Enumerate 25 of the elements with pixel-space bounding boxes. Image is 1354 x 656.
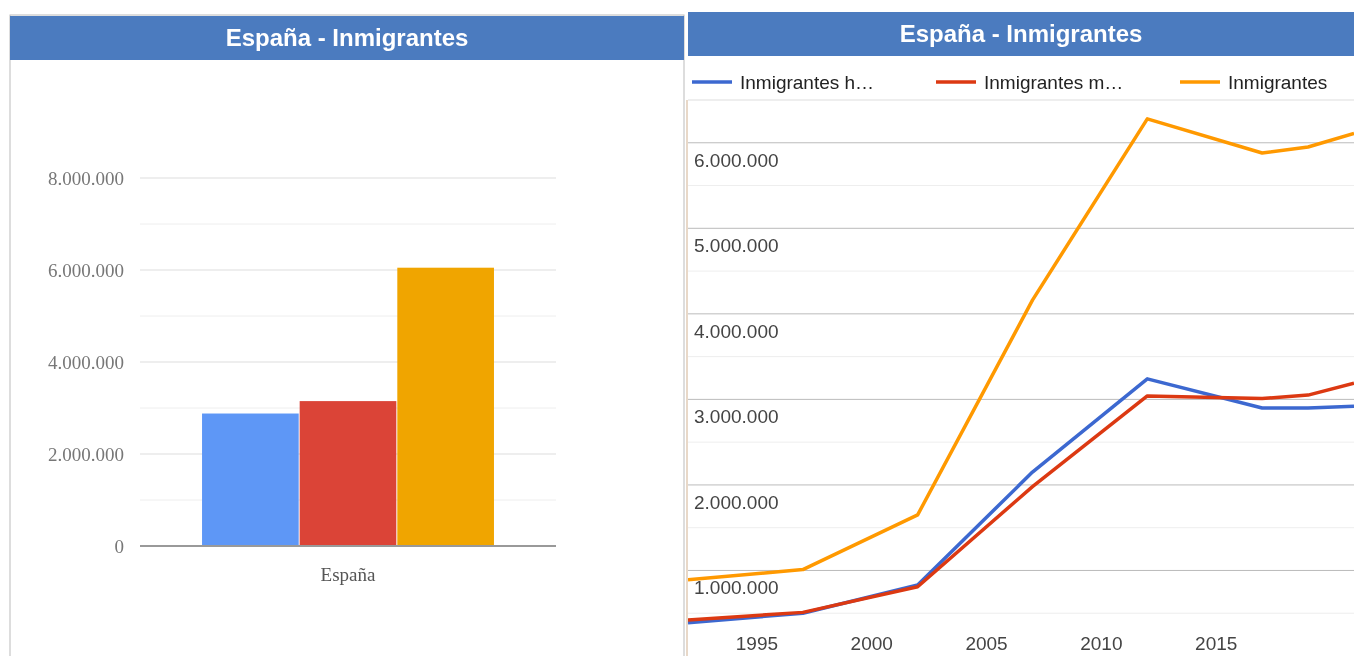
- y-tick-label: 8.000.000: [48, 168, 124, 189]
- y-tick-label: 3.000.000: [694, 406, 779, 428]
- y-tick-label: 6.000.000: [48, 260, 124, 281]
- chart-title: España - Inmigrantes: [225, 24, 469, 51]
- y-tick-label: 0: [114, 536, 124, 557]
- legend-label: Inmigrantes m…: [984, 72, 1124, 93]
- x-tick-label: 2000: [850, 633, 893, 654]
- y-tick-label: 1.000.000: [694, 577, 779, 599]
- x-tick-label: 1995: [735, 633, 779, 654]
- y-tick-label: 2.000.000: [48, 444, 124, 465]
- x-tick-label: 2010: [1080, 633, 1123, 654]
- y-tick-label: 5.000.000: [694, 235, 779, 257]
- legend-label: Inmigrantes h…: [740, 72, 875, 93]
- x-tick-label: 2005: [965, 633, 1008, 654]
- x-tick-label: 2015: [1195, 633, 1238, 654]
- bar: [202, 413, 299, 546]
- y-tick-label: 4.000.000: [694, 320, 779, 342]
- chart-title: España - Inmigrantes: [899, 20, 1143, 47]
- legend-label: Inmigrantes: [1228, 72, 1328, 93]
- y-tick-label: 6.000.000: [694, 149, 779, 171]
- x-tick-label: España: [320, 564, 376, 585]
- y-tick-label: 2.000.000: [694, 491, 779, 513]
- y-tick-label: 4.000.000: [48, 352, 124, 373]
- bar: [397, 267, 494, 546]
- bar: [299, 401, 397, 546]
